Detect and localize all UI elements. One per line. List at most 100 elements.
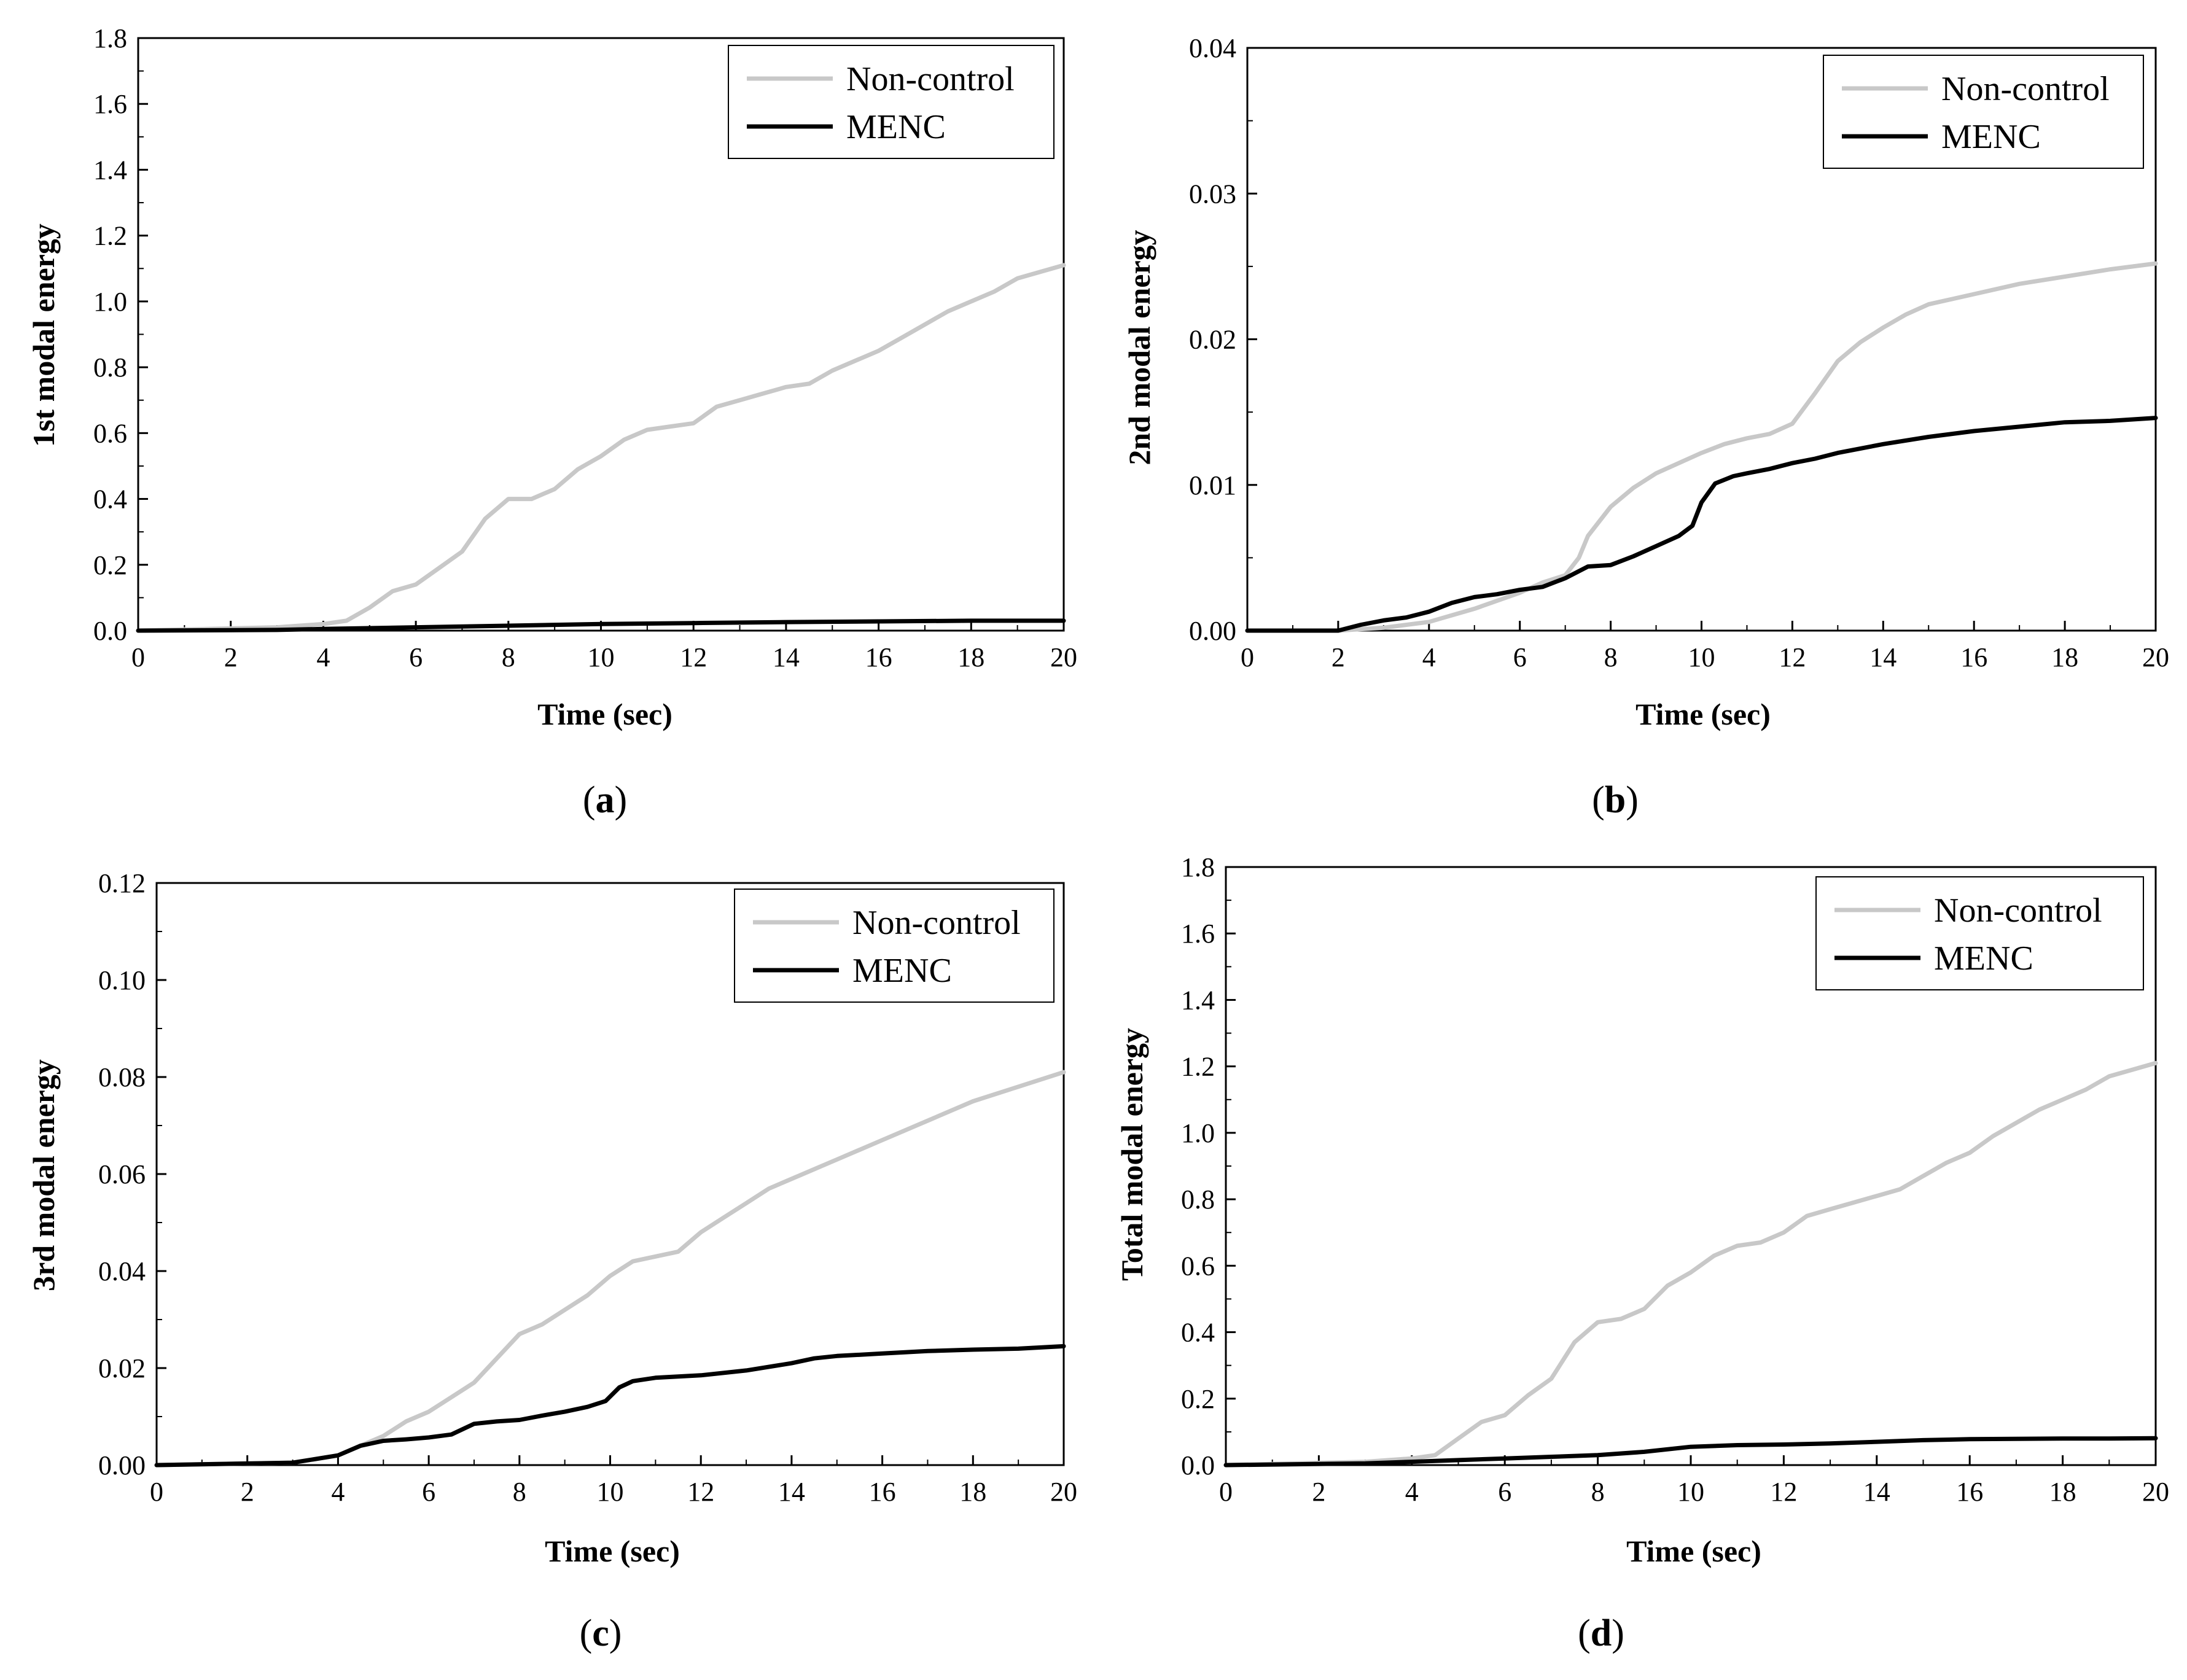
panel-d-xtick-label: 12 bbox=[1770, 1477, 1797, 1507]
panel-b-ylabel: 2nd modal energy bbox=[1122, 230, 1156, 465]
panel-d-ytick-label: 0.6 bbox=[1181, 1251, 1215, 1281]
panel-a-ytick-label: 0.0 bbox=[93, 616, 127, 646]
panel-c-ylabel: 3rd modal energy bbox=[26, 1059, 61, 1291]
panel-d-caption: (d) bbox=[1578, 1612, 1624, 1654]
panel-b-legend-label-noncontrol: Non-control bbox=[1941, 70, 2110, 108]
panel-a-legend: Non-control MENC bbox=[728, 45, 1055, 159]
panel-c-ytick-label: 0.06 bbox=[98, 1159, 146, 1189]
panel-d-xtick-label: 18 bbox=[2049, 1477, 2076, 1507]
panel-b-xtick-label: 12 bbox=[1779, 642, 1806, 672]
panel-d-ytick-label: 0.4 bbox=[1181, 1318, 1215, 1348]
panel-a-ytick-label: 1.4 bbox=[93, 155, 127, 185]
panel-d-xtick-label: 10 bbox=[1677, 1477, 1704, 1507]
panel-c-ytick-label: 0.10 bbox=[98, 965, 146, 995]
panel-b-legend-label-menc: MENC bbox=[1941, 118, 2041, 156]
panel-c-ytick-label: 0.04 bbox=[98, 1256, 146, 1286]
panel-d-legend-box bbox=[1815, 876, 2144, 990]
panel-c-xtick-label: 20 bbox=[1050, 1477, 1077, 1507]
panel-a-xtick-label: 4 bbox=[316, 642, 330, 672]
panel-c-xtick-label: 18 bbox=[959, 1477, 986, 1507]
panel-b-ytick-label: 0.04 bbox=[1189, 33, 1236, 63]
panel-b-series-menc bbox=[1245, 416, 2158, 633]
panel-d-xtick-label: 4 bbox=[1405, 1477, 1419, 1507]
panel-c-ytick-label: 0.08 bbox=[98, 1062, 146, 1092]
panel-c-xtick-label: 14 bbox=[778, 1477, 805, 1507]
panel-a-plot: 0 2 4 6 8 10 12 14 16 18 20 0.0 0.2 0.4 0.6 0.8 1.0 1.2 1.… bbox=[93, 23, 1077, 672]
panel-b-xtick-label: 20 bbox=[2142, 642, 2169, 672]
panel-a-ytick-label: 1.8 bbox=[93, 23, 127, 53]
panel-b-plot: 0 2 4 6 8 10 12 14 16 18 20 0.00 0.01 0.02 0.03 0.04 Non… bbox=[1189, 33, 2169, 672]
panel-a-xtick-label: 0 bbox=[131, 642, 145, 672]
panel-c: 0 2 4 6 8 10 12 14 16 18 20 0.00 0.02 0.04 0.06 0.08 0.1… bbox=[26, 868, 1077, 1654]
panel-d-series-noncontrol bbox=[1223, 1060, 2158, 1468]
panel-b-xtick-label: 0 bbox=[1241, 642, 1254, 672]
panel-c-series-menc bbox=[154, 1344, 1066, 1468]
panel-d-xlabel: Time (sec) bbox=[1626, 1534, 1761, 1568]
panel-a: 0 2 4 6 8 10 12 14 16 18 20 0.0 0.2 0.4 0.6 0.8 1.0 1.2 1.… bbox=[26, 23, 1077, 821]
panel-d-xtick-label: 16 bbox=[1956, 1477, 1983, 1507]
panel-d-ylabel: Total modal energy bbox=[1115, 1028, 1149, 1281]
panel-c-xtick-label: 6 bbox=[422, 1477, 435, 1507]
panel-a-series-menc bbox=[136, 618, 1066, 633]
panel-a-ytick-label: 0.8 bbox=[93, 352, 127, 383]
panel-a-legend-label-noncontrol: Non-control bbox=[846, 60, 1015, 98]
panel-a-xtick-label: 12 bbox=[680, 642, 707, 672]
panel-c-xlabel: Time (sec) bbox=[545, 1534, 680, 1568]
panel-c-legend: Non-control MENC bbox=[734, 889, 1055, 1003]
panel-a-xtick-label: 14 bbox=[773, 642, 800, 672]
panel-c-xtick-label: 0 bbox=[150, 1477, 163, 1507]
panel-c-xtick-label: 12 bbox=[687, 1477, 714, 1507]
panel-d-xtick-label: 20 bbox=[2142, 1477, 2169, 1507]
panel-a-ytick-label: 0.6 bbox=[93, 418, 127, 448]
panel-c-legend-label-noncontrol: Non-control bbox=[852, 904, 1021, 942]
panel-a-ytick-label: 1.0 bbox=[93, 287, 127, 317]
panel-c-ytick-label: 0.12 bbox=[98, 868, 146, 898]
panel-a-caption: (a) bbox=[583, 779, 627, 821]
panel-a-ytick-label: 1.2 bbox=[93, 221, 127, 251]
panel-d-ytick-label: 1.6 bbox=[1181, 919, 1215, 949]
panel-a-xtick-label: 18 bbox=[957, 642, 984, 672]
panel-c-xtick-label: 16 bbox=[869, 1477, 896, 1507]
panel-d-ytick-label: 0.2 bbox=[1181, 1384, 1215, 1414]
panel-b-xtick-label: 4 bbox=[1422, 642, 1436, 672]
panel-b-xtick-label: 6 bbox=[1513, 642, 1527, 672]
panel-d-legend-label-noncontrol: Non-control bbox=[1934, 892, 2102, 930]
panel-c-ytick-label: 0.00 bbox=[98, 1450, 146, 1480]
panel-b-ytick-label: 0.03 bbox=[1189, 179, 1236, 209]
panel-d-ytick-label: 1.8 bbox=[1181, 852, 1215, 882]
panel-b: 0 2 4 6 8 10 12 14 16 18 20 0.00 0.01 0.02 0.03 0.04 Non… bbox=[1122, 33, 2169, 821]
panel-b-xtick-label: 14 bbox=[1869, 642, 1897, 672]
panel-a-ylabel: 1st modal energy bbox=[26, 224, 61, 447]
panel-b-series-noncontrol bbox=[1245, 261, 2158, 633]
panel-a-xtick-label: 10 bbox=[588, 642, 615, 672]
panel-a-xtick-label: 20 bbox=[1050, 642, 1077, 672]
panel-b-xtick-label: 16 bbox=[1960, 642, 1987, 672]
panel-b-ytick-label: 0.02 bbox=[1189, 325, 1236, 355]
panel-a-xlabel: Time (sec) bbox=[537, 697, 672, 731]
panel-b-xlabel: Time (sec) bbox=[1635, 697, 1771, 731]
panel-b-legend-box bbox=[1823, 55, 2144, 169]
panel-c-xtick-label: 2 bbox=[241, 1477, 254, 1507]
panel-b-legend: Non-control MENC bbox=[1823, 55, 2144, 169]
panel-a-xtick-label: 6 bbox=[409, 642, 423, 672]
panel-a-series-noncontrol bbox=[136, 263, 1066, 633]
panel-a-xtick-label: 16 bbox=[865, 642, 892, 672]
panel-d-xtick-label: 8 bbox=[1591, 1477, 1605, 1507]
panel-d-ytick-label: 0.8 bbox=[1181, 1184, 1215, 1215]
panel-c-legend-box bbox=[734, 889, 1055, 1003]
panel-b-ytick-label: 0.01 bbox=[1189, 470, 1236, 500]
panel-a-ytick-label: 0.4 bbox=[93, 484, 127, 515]
panel-a-ytick-label: 0.2 bbox=[93, 550, 127, 580]
panel-c-legend-label-menc: MENC bbox=[852, 952, 952, 990]
panel-d-xtick-label: 0 bbox=[1219, 1477, 1233, 1507]
panel-d-ytick-label: 1.2 bbox=[1181, 1052, 1215, 1082]
panel-b-xtick-label: 2 bbox=[1331, 642, 1345, 672]
panel-a-legend-label-menc: MENC bbox=[846, 108, 946, 146]
panel-c-ytick-label: 0.02 bbox=[98, 1353, 146, 1383]
panel-b-caption: (b) bbox=[1592, 779, 1639, 821]
panel-d-xtick-label: 2 bbox=[1312, 1477, 1325, 1507]
panel-a-xtick-label: 8 bbox=[502, 642, 515, 672]
panel-d-ytick-label: 0.0 bbox=[1181, 1450, 1215, 1480]
